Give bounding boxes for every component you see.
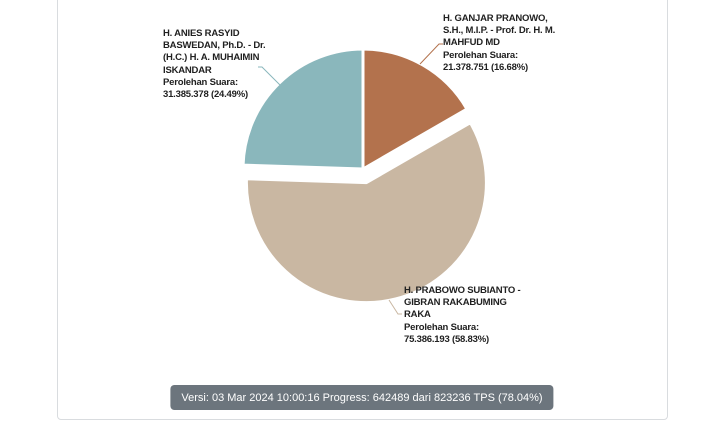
pie-label-prabowo: H. PRABOWO SUBIANTO - GIBRAN RAKABUMING … [404,285,521,346]
votes-value: 31.385.378 (24.49%) [163,89,248,101]
pie-label-anies: H. ANIES RASYID BASWEDAN, Ph.D. - Dr. (H… [163,28,266,101]
version-progress-badge: Versi: 03 Mar 2024 10:00:16 Progress: 64… [170,385,554,410]
candidate-name-line: ISKANDAR [163,64,212,76]
pie-slice-anies[interactable] [241,47,365,171]
candidate-name-line: BASWEDAN, Ph.D. - Dr. [163,40,266,52]
candidate-name-line: (H.C.) H. A. MUHAIMIN [163,52,260,64]
candidate-name-line: H. PRABOWO SUBIANTO - [404,285,521,296]
pie-slice-prabowo[interactable] [244,121,488,305]
candidate-name-line: S.H., M.I.P. - Prof. Dr. H. M. [443,25,556,37]
votes-label: Perolehan Suara: [443,49,518,61]
candidate-name-line: H. GANJAR PRANOWO, [443,13,548,24]
version-progress-text: Versi: 03 Mar 2024 10:00:16 Progress: 64… [181,391,543,404]
candidate-name-line: RAKA [404,309,431,321]
votes-value: 21.378.751 (16.68%) [443,61,528,73]
candidate-name-line: GIBRAN RAKABUMING [404,297,507,309]
leader-line-anies [258,66,284,89]
votes-value: 75.386.193 (58.83%) [404,333,489,345]
votes-label: Perolehan Suara: [404,321,479,333]
candidate-name-line: MAHFUD MD [443,37,500,49]
leader-line-ganjar [419,43,443,65]
pie-label-ganjar: H. GANJAR PRANOWO, S.H., M.I.P. - Prof. … [443,13,555,74]
pie-slice-ganjar[interactable] [361,47,469,171]
candidate-name-line: H. ANIES RASYID [163,28,240,39]
leader-line-prabowo [388,299,402,315]
votes-label: Perolehan Suara: [163,76,238,88]
pie-slices-group [241,47,488,305]
